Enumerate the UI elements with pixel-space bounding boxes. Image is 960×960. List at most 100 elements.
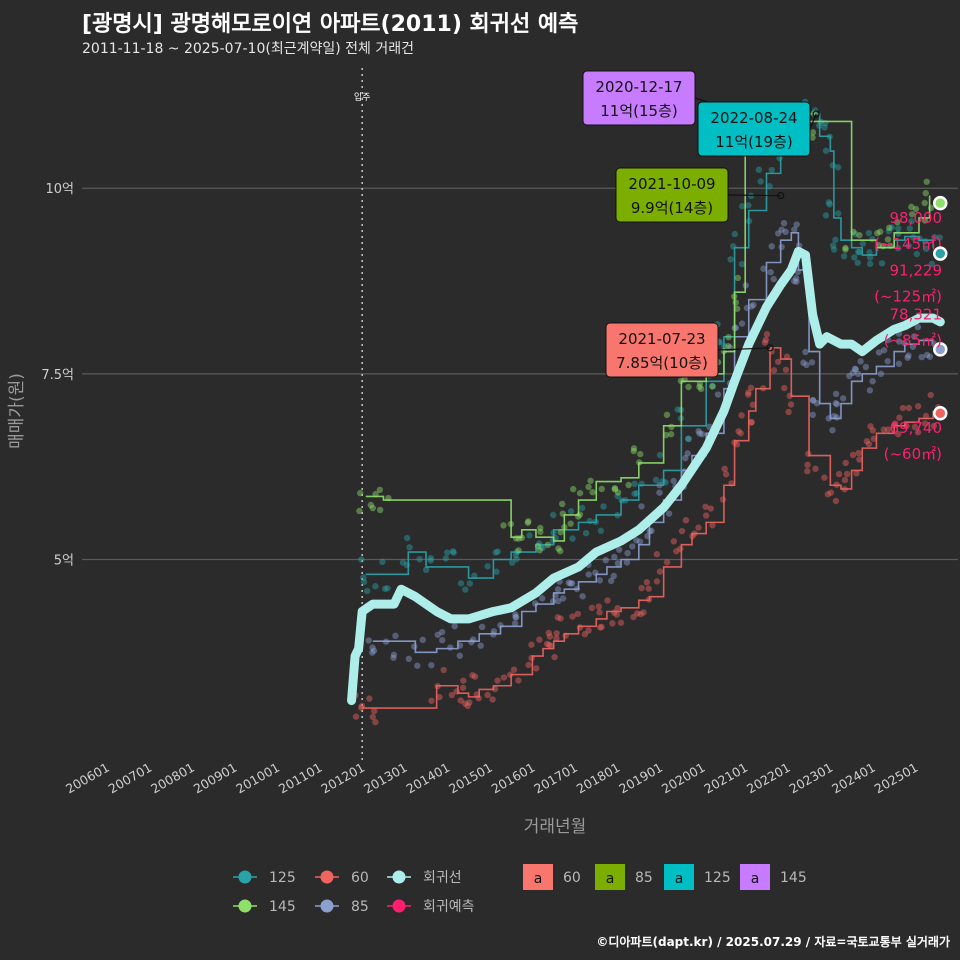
- data-point: [905, 404, 913, 412]
- data-point: [494, 677, 501, 684]
- peak-box: [615, 167, 729, 223]
- data-point: [832, 400, 839, 407]
- data-point: [824, 491, 832, 498]
- data-point: [854, 370, 862, 378]
- data-point: [745, 389, 752, 396]
- data-point: [466, 699, 473, 706]
- x-tick-label: 200801: [148, 760, 197, 797]
- forecast-value-60: 69,740: [890, 419, 943, 437]
- data-point: [597, 527, 605, 535]
- data-point: [894, 244, 902, 252]
- data-point: [863, 437, 871, 445]
- data-point: [695, 524, 702, 531]
- data-point: [492, 549, 499, 556]
- data-point: [859, 240, 867, 247]
- data-point: [832, 497, 840, 505]
- data-point: [866, 249, 873, 256]
- peak-marker: [812, 110, 820, 118]
- data-point: [579, 593, 586, 600]
- data-point: [372, 583, 379, 590]
- data-point: [791, 277, 798, 285]
- data-point: [360, 578, 368, 586]
- data-point: [581, 631, 589, 638]
- x-tick-label: 202401: [829, 760, 878, 797]
- data-point: [870, 435, 877, 442]
- data-point: [866, 260, 874, 268]
- series-145-line: [365, 113, 931, 542]
- data-point: [457, 580, 465, 587]
- data-point: [877, 370, 885, 378]
- data-point: [899, 404, 907, 412]
- data-point: [821, 124, 828, 131]
- data-point: [923, 178, 930, 185]
- data-point: [829, 427, 836, 434]
- data-point: [699, 430, 706, 438]
- data-point: [896, 414, 903, 421]
- data-point: [567, 508, 575, 515]
- data-point: [484, 563, 491, 570]
- peak-leader-line: [727, 194, 781, 197]
- data-point: [787, 401, 795, 408]
- data-point: [358, 704, 365, 712]
- y-tick-label: 5억: [54, 554, 74, 569]
- data-point: [416, 555, 423, 563]
- data-point: [536, 547, 543, 554]
- data-point: [768, 166, 775, 174]
- data-point: [438, 628, 446, 636]
- data-point: [840, 253, 848, 260]
- legend-label: 회귀선: [423, 870, 462, 886]
- legend-box-label: 60: [563, 870, 581, 886]
- chart-title: [광명시] 광명해모로이연 아파트(2011) 회귀선 예측: [82, 12, 579, 37]
- data-point: [356, 507, 363, 515]
- data-point: [846, 372, 853, 380]
- data-point: [411, 643, 418, 650]
- data-point: [849, 451, 857, 459]
- data-point: [653, 578, 661, 585]
- data-point: [696, 380, 704, 387]
- data-point: [370, 647, 378, 654]
- data-point: [748, 419, 755, 426]
- legend-box-label: 85: [635, 870, 653, 886]
- data-point: [735, 428, 742, 435]
- data-point: [376, 486, 384, 494]
- data-point: [638, 584, 645, 592]
- data-point: [569, 613, 576, 620]
- data-point: [905, 352, 912, 359]
- data-point: [439, 637, 446, 644]
- data-point: [930, 422, 938, 430]
- data-point: [653, 551, 661, 558]
- data-point: [477, 642, 484, 649]
- peak-price: 9.9억(14층): [631, 199, 713, 217]
- data-point: [856, 456, 863, 463]
- data-point: [774, 358, 782, 365]
- forecast-area-145: (~145㎡): [874, 235, 942, 253]
- legend-box-label: 145: [780, 870, 807, 886]
- peak-label-2021-10-09: 2021-10-09 9.9억(14층): [615, 167, 785, 223]
- data-point: [833, 400, 841, 408]
- data-point: [434, 631, 441, 638]
- data-point: [533, 665, 540, 672]
- data-point: [490, 628, 498, 635]
- data-point: [874, 229, 881, 237]
- data-point: [636, 538, 644, 545]
- data-point: [595, 603, 603, 610]
- data-point: [585, 571, 592, 578]
- legend-label: 회귀예측: [423, 899, 475, 915]
- data-point: [685, 383, 692, 391]
- move-in-label: 입주: [354, 91, 371, 103]
- data-point: [611, 486, 619, 493]
- data-point: [745, 391, 752, 398]
- data-point: [855, 449, 862, 457]
- data-point: [371, 707, 378, 715]
- source-footer: ©디아파트(dapt.kr) / 2025.07.29 / 자료=국토교통부 실…: [596, 935, 950, 949]
- data-point: [588, 604, 596, 612]
- data-point: [607, 577, 615, 585]
- data-point: [428, 697, 435, 704]
- data-point: [922, 412, 930, 420]
- data-point: [851, 254, 858, 261]
- data-point: [895, 338, 903, 345]
- data-point: [785, 408, 792, 416]
- data-point: [829, 242, 837, 249]
- data-point: [508, 559, 516, 566]
- data-point: [880, 426, 888, 433]
